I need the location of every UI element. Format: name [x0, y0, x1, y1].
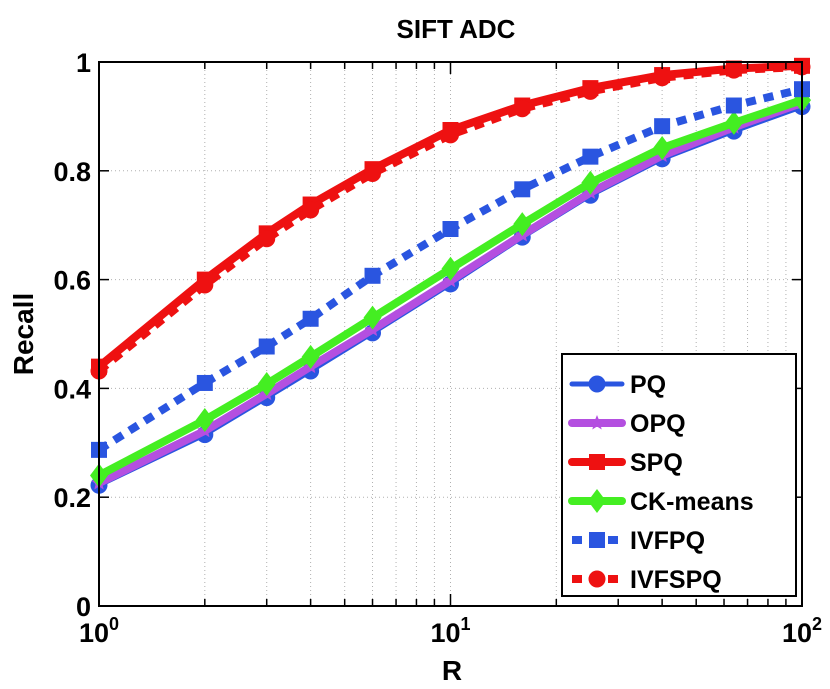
legend-marker	[588, 570, 606, 588]
y-tick-label: 0.8	[53, 157, 91, 187]
legend-label: OPQ	[630, 410, 686, 438]
legend-label: SPQ	[630, 449, 683, 477]
x-axis-label: R	[442, 655, 462, 686]
data-point-ivfpq	[364, 267, 381, 284]
chart-title: SIFT ADC	[397, 14, 516, 44]
series-layer	[90, 57, 811, 494]
data-point-ivfspq	[302, 201, 320, 219]
legend-entry-spq: SPQ	[568, 449, 683, 477]
legend-label: PQ	[630, 371, 666, 399]
series-ivfspq	[90, 58, 811, 380]
x-tick-label: 102	[782, 614, 822, 648]
data-point-ck-means	[257, 372, 276, 397]
data-point-ck-means	[363, 305, 382, 330]
legend-marker	[588, 489, 606, 513]
data-point-ivfspq	[513, 100, 531, 118]
data-point-ivfpq	[442, 221, 459, 238]
data-point-ivfpq	[582, 148, 599, 165]
legend-entry-pq: PQ	[569, 371, 666, 399]
y-tick-label: 0	[76, 592, 91, 622]
legend-entry-ivfpq: IVFPQ	[572, 527, 705, 555]
data-point-ck-means	[581, 170, 600, 195]
x-tick-label: 101	[430, 614, 470, 648]
legend-label: IVFPQ	[630, 527, 705, 555]
legend-marker	[589, 454, 605, 470]
legend-marker	[588, 375, 606, 393]
series-spq	[91, 57, 810, 375]
data-point-ck-means	[301, 344, 320, 369]
data-point-ivfspq	[442, 126, 459, 144]
data-point-ivfspq	[653, 69, 671, 87]
data-point-ivfspq	[725, 61, 743, 79]
legend-label: CK-means	[630, 488, 754, 516]
y-tick-label: 0.6	[53, 266, 91, 296]
data-point-ck-means	[513, 212, 532, 237]
y-tick-label: 1	[76, 48, 91, 78]
y-tick-label: 0.2	[53, 483, 91, 513]
series-ck-means	[90, 88, 811, 488]
y-tick-labels: 0 0.2 0.4 0.6 0.8 1	[53, 48, 91, 622]
data-point-ivfpq	[654, 118, 671, 135]
legend-label: IVFSPQ	[630, 566, 722, 594]
legend-entry-ivfspq: IVFSPQ	[572, 566, 722, 594]
legend-marker	[589, 415, 605, 430]
data-point-ivfspq	[581, 82, 599, 100]
data-point-ivfpq	[725, 97, 742, 114]
data-point-ivfpq	[302, 310, 319, 327]
data-point-ivfpq	[514, 181, 531, 198]
data-point-ivfspq	[196, 276, 214, 294]
data-point-ck-means	[195, 407, 214, 432]
data-point-ck-means	[724, 110, 743, 135]
x-tick-labels: 100 101 102	[79, 614, 822, 648]
data-point-ivfpq	[196, 374, 213, 391]
legend-entry-ck-means: CK-means	[568, 488, 754, 516]
data-point-ivfspq	[364, 165, 382, 183]
y-tick-label: 0.4	[53, 374, 91, 404]
x-tick-label: 100	[79, 614, 119, 648]
data-point-ivfpq	[258, 338, 275, 355]
legend: PQ OPQ SPQ CK-means IVFPQ IVFSPQ	[561, 353, 797, 597]
data-point-ivfspq	[258, 230, 276, 248]
y-axis-label: Recall	[8, 293, 39, 376]
series-line-ivfspq	[96, 62, 803, 375]
legend-box	[561, 353, 797, 597]
series-ivfpq	[91, 81, 810, 458]
data-point-ck-means	[653, 135, 672, 160]
legend-marker	[589, 532, 605, 548]
legend-entry-opq: OPQ	[568, 410, 686, 438]
data-point-ck-means	[441, 256, 460, 281]
